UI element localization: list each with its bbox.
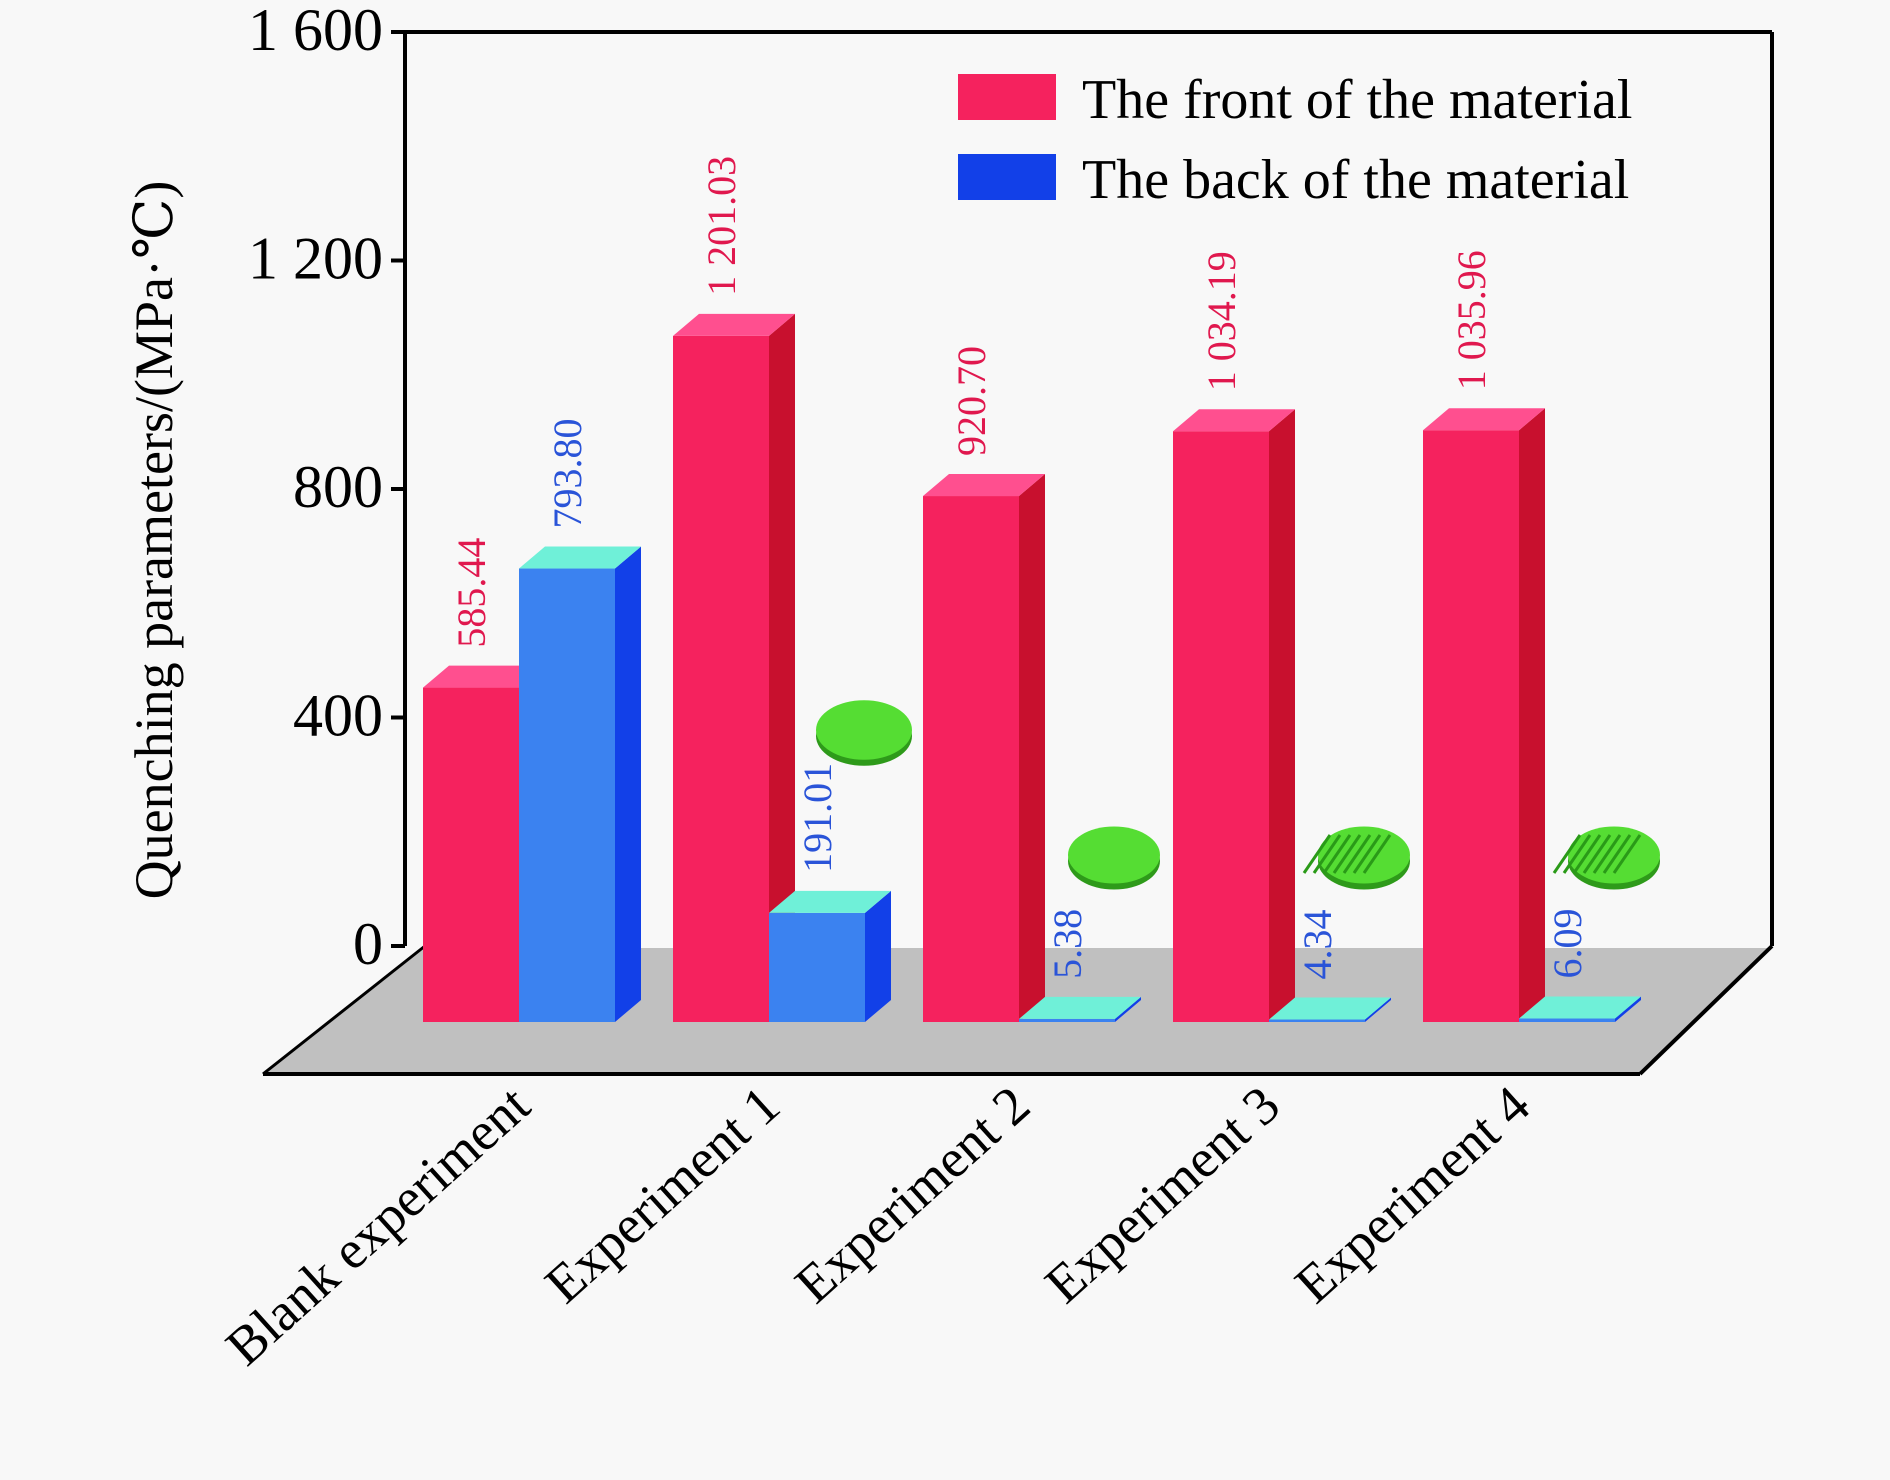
y-axis: 0 400 800 1 200 1 600	[248, 0, 405, 977]
back-bar-top	[519, 546, 641, 569]
legend-swatch	[958, 74, 1056, 120]
back-bar-face	[1519, 1018, 1615, 1022]
y-tick-label: 1 200	[248, 226, 383, 292]
sample-disc-stripe	[1332, 834, 1362, 874]
sample-disc-stripe	[1612, 834, 1642, 874]
back-bar-top	[1019, 996, 1141, 1019]
front-bar	[1173, 409, 1295, 1022]
x-tick-label: Experiment 2	[784, 1074, 1041, 1314]
x-tick-label: Blank experiment	[214, 1074, 541, 1376]
x-tick-label: Experiment 1	[534, 1074, 791, 1314]
back-bar	[1519, 996, 1641, 1022]
floor-right-edge	[1638, 944, 1774, 1076]
back-value-label: 6.09	[1545, 909, 1590, 979]
sample-disc-stripe	[1552, 834, 1582, 874]
back-bar-side	[1365, 997, 1391, 1022]
back-bar	[1269, 997, 1391, 1022]
legend-label: The back of the material	[1082, 149, 1629, 211]
front-value-label: 1 034.19	[1199, 251, 1244, 391]
y-tick-label: 800	[293, 454, 383, 520]
back-bar	[1019, 996, 1141, 1022]
legend: The front of the material The back of the…	[958, 69, 1632, 211]
back-value-label: 4.34	[1295, 910, 1340, 980]
back-bar-top	[1269, 997, 1391, 1020]
legend-swatch	[958, 154, 1056, 200]
sample-disc-stripe	[1342, 834, 1372, 874]
front-bar-face	[1423, 430, 1519, 1022]
front-value-label: 1 035.96	[1449, 250, 1494, 390]
back-bar-side	[865, 890, 891, 1022]
sample-disc-stripe	[1602, 834, 1632, 874]
front-bar-top	[1423, 408, 1545, 431]
y-tick-label: 0	[353, 911, 383, 977]
sample-disc-face	[1318, 826, 1410, 884]
sample-disc-face	[1568, 826, 1660, 884]
sample-disc-stripe	[1592, 834, 1622, 874]
sample-disc-stripe	[1572, 834, 1602, 874]
back-value-label: 5.38	[1045, 909, 1090, 979]
back-bar-side	[1615, 996, 1641, 1022]
sample-disc-stripe	[1312, 834, 1342, 874]
y-tick-label: 400	[293, 683, 383, 749]
bars	[423, 313, 1641, 1022]
front-value-label: 585.44	[449, 538, 494, 648]
front-bar-face	[1173, 431, 1269, 1022]
front-bar-face	[923, 496, 1019, 1022]
legend-label: The front of the material	[1082, 69, 1632, 131]
back-bar-top	[1519, 996, 1641, 1019]
back-bar	[519, 546, 641, 1022]
front-bar-face	[423, 687, 519, 1022]
y-tick-label: 1 600	[248, 0, 383, 63]
front-bar-top	[423, 665, 545, 688]
x-tick-label: Experiment 3	[1034, 1074, 1291, 1314]
sample-disc-stripe	[1362, 834, 1392, 874]
back-bar-side	[1115, 996, 1141, 1022]
value-labels: 585.44 793.80 1 201.03 191.01 920.70 5.38 1 03…	[449, 156, 1590, 980]
sample-images	[816, 700, 1660, 890]
back-value-label: 191.01	[795, 763, 840, 873]
sample-disc-stripe	[1352, 834, 1382, 874]
front-bar-side	[1269, 409, 1295, 1022]
back-bar-face	[769, 912, 865, 1022]
floor-left-edge	[262, 944, 426, 1076]
sample-disc-icon	[816, 700, 912, 766]
sample-disc-icon	[1068, 826, 1160, 890]
front-bar-top	[923, 474, 1045, 497]
front-value-label: 1 201.03	[699, 156, 744, 296]
sample-disc-stripe	[1562, 834, 1592, 874]
front-bar-top	[1173, 409, 1295, 432]
front-value-label: 920.70	[949, 346, 994, 456]
front-bar-side	[769, 313, 795, 1022]
front-bar-top	[673, 313, 795, 336]
back-bar-face	[1019, 1018, 1115, 1022]
sample-disc-stripe	[1322, 834, 1352, 874]
sample-disc-icon	[1552, 826, 1660, 890]
sample-disc-face	[1068, 826, 1160, 884]
front-bar	[1423, 408, 1545, 1022]
back-bar-face	[519, 568, 615, 1022]
sample-disc-stripe	[1302, 834, 1332, 874]
back-bar-top	[769, 890, 891, 913]
front-bar-side	[1519, 408, 1545, 1022]
sample-disc-face	[816, 700, 912, 760]
front-bar-side	[1019, 474, 1045, 1022]
front-bar	[673, 313, 795, 1022]
y-axis-title: Quenching parameters/(MPa·℃)	[124, 181, 184, 900]
front-bar	[923, 474, 1045, 1022]
sample-disc-icon	[1302, 826, 1410, 890]
front-bar-face	[673, 335, 769, 1022]
back-bar-side	[615, 546, 641, 1022]
sample-disc-stripe	[1582, 834, 1612, 874]
back-bar	[769, 890, 891, 1022]
x-tick-label: Experiment 4	[1284, 1074, 1541, 1314]
back-value-label: 793.80	[545, 419, 590, 529]
back-bar-face	[1269, 1019, 1365, 1022]
